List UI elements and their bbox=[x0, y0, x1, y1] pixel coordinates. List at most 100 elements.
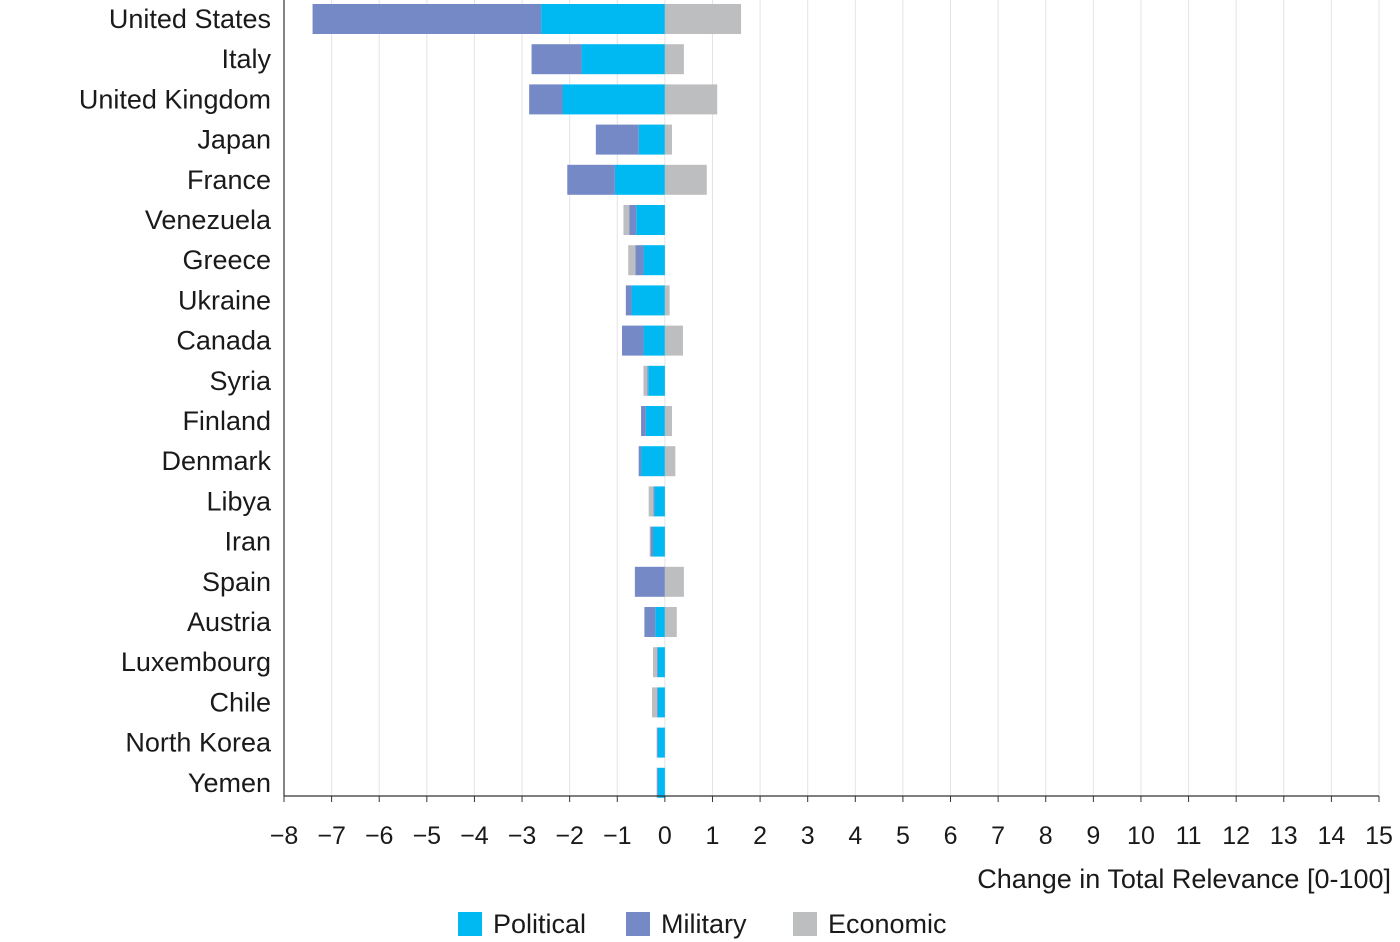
x-tick-label: 8 bbox=[1039, 822, 1053, 850]
bar-political-north-korea bbox=[657, 727, 665, 758]
bar-political-luxembourg bbox=[657, 647, 665, 678]
bar-political-finland bbox=[645, 406, 665, 436]
bar-political-yemen bbox=[657, 767, 665, 798]
bar-political-denmark bbox=[641, 446, 665, 477]
bar-political-italy bbox=[581, 44, 665, 75]
category-label: France bbox=[187, 165, 271, 195]
bar-military-france bbox=[567, 164, 615, 195]
category-label: United States bbox=[109, 4, 271, 34]
legend-swatch-political bbox=[458, 912, 482, 936]
bar-military-chile bbox=[656, 687, 658, 718]
category-label: Japan bbox=[197, 125, 271, 155]
category-label: Libya bbox=[206, 486, 272, 516]
bar-political-iran bbox=[652, 526, 665, 557]
x-tick-label: −8 bbox=[270, 822, 299, 850]
x-tick-label: 13 bbox=[1270, 822, 1298, 850]
bar-political-austria bbox=[655, 607, 665, 637]
bar-economic-venezuela bbox=[623, 205, 630, 235]
bar-military-austria bbox=[644, 607, 656, 637]
bar-military-united-states bbox=[312, 4, 542, 34]
bar-political-united-kingdom bbox=[562, 84, 665, 115]
bar-military-italy bbox=[531, 44, 582, 75]
legend-label-military: Military bbox=[661, 909, 747, 939]
x-tick-label: 1 bbox=[706, 822, 720, 850]
bar-military-north-korea bbox=[656, 727, 658, 758]
bar-economic-greece bbox=[628, 245, 636, 276]
category-label: Chile bbox=[209, 687, 271, 717]
category-labels: United States Italy United Kingdom Japan Fra… bbox=[79, 4, 272, 798]
x-tick-label: 4 bbox=[848, 822, 862, 850]
x-tick-label: −6 bbox=[365, 822, 394, 850]
bar-military-finland bbox=[641, 406, 646, 436]
bar-military-japan bbox=[595, 124, 639, 155]
bar-political-venezuela bbox=[636, 205, 665, 235]
x-tick-label: 2 bbox=[753, 822, 767, 850]
bar-economic-united-states bbox=[664, 4, 742, 34]
category-label: Canada bbox=[176, 326, 272, 356]
x-tick-label: 7 bbox=[991, 822, 1005, 850]
bar-economic-chile bbox=[652, 687, 657, 718]
bar-political-ukraine bbox=[631, 285, 665, 316]
bar-political-greece bbox=[643, 245, 665, 276]
bar-military-canada bbox=[622, 325, 644, 356]
x-tick-label: −5 bbox=[413, 822, 442, 850]
bar-political-libya bbox=[654, 486, 665, 517]
bar-economic-japan bbox=[664, 124, 673, 155]
x-tick-label: 6 bbox=[944, 822, 958, 850]
bar-military-united-kingdom bbox=[529, 84, 563, 115]
category-label: Venezuela bbox=[145, 205, 272, 235]
x-tick-label: 12 bbox=[1222, 822, 1250, 850]
bar-economic-canada bbox=[664, 325, 683, 356]
bar-economic-syria bbox=[643, 365, 648, 396]
bar-political-syria bbox=[648, 365, 665, 396]
bar-economic-spain bbox=[664, 566, 684, 597]
gridlines bbox=[331, 0, 1380, 796]
legend-swatch-military bbox=[626, 912, 650, 936]
category-label: Austria bbox=[187, 607, 272, 637]
category-label: Greece bbox=[182, 245, 271, 275]
x-tick-label: 11 bbox=[1176, 822, 1202, 850]
legend: Political Military Economic bbox=[458, 909, 947, 939]
x-tick-label: −2 bbox=[555, 822, 584, 850]
x-axis-title: Change in Total Relevance [0-100] bbox=[977, 864, 1391, 894]
category-label: Syria bbox=[209, 366, 271, 396]
axes bbox=[283, 0, 1380, 802]
category-label: Spain bbox=[202, 567, 271, 597]
bar-military-ukraine bbox=[625, 285, 632, 316]
tick-labels: −8 −7 −6 −5 −4 −3 −2 −1 0 1 2 3 4 5 6 7 8 9 10 11 12 13 14 15 bbox=[270, 822, 1393, 850]
x-tick-label: −1 bbox=[603, 822, 632, 850]
bar-economic-iran bbox=[649, 526, 651, 557]
bar-military-denmark bbox=[638, 446, 642, 477]
category-label: Finland bbox=[182, 406, 271, 436]
category-label: United Kingdom bbox=[79, 84, 271, 114]
bar-military-iran bbox=[650, 526, 653, 557]
x-tick-label: −7 bbox=[317, 822, 346, 850]
x-tick-label: 10 bbox=[1127, 822, 1155, 850]
bar-economic-united-kingdom bbox=[664, 84, 718, 115]
bar-economic-austria bbox=[664, 607, 677, 637]
bar-military-syria bbox=[647, 365, 649, 396]
bar-economic-ukraine bbox=[664, 285, 670, 316]
category-label: Luxembourg bbox=[121, 647, 271, 677]
bars bbox=[312, 4, 742, 798]
x-tick-label: 5 bbox=[896, 822, 910, 850]
bar-military-greece bbox=[635, 245, 644, 276]
bar-military-luxembourg bbox=[656, 647, 658, 678]
bar-economic-italy bbox=[664, 44, 684, 75]
x-tick-label: 14 bbox=[1317, 822, 1345, 850]
bar-political-canada bbox=[643, 325, 665, 356]
bar-economic-finland bbox=[664, 406, 673, 436]
bar-economic-denmark bbox=[664, 446, 676, 477]
category-label: North Korea bbox=[125, 728, 272, 758]
category-label: Iran bbox=[224, 527, 271, 557]
legend-label-economic: Economic bbox=[828, 909, 947, 939]
x-tick-label: 3 bbox=[801, 822, 815, 850]
x-tick-label: 15 bbox=[1365, 822, 1393, 850]
category-label: Yemen bbox=[188, 768, 271, 798]
category-label: Denmark bbox=[161, 446, 271, 476]
category-label: Italy bbox=[221, 44, 271, 74]
bar-political-france bbox=[614, 164, 665, 195]
bar-economic-france bbox=[664, 164, 707, 195]
x-tick-label: 9 bbox=[1086, 822, 1100, 850]
